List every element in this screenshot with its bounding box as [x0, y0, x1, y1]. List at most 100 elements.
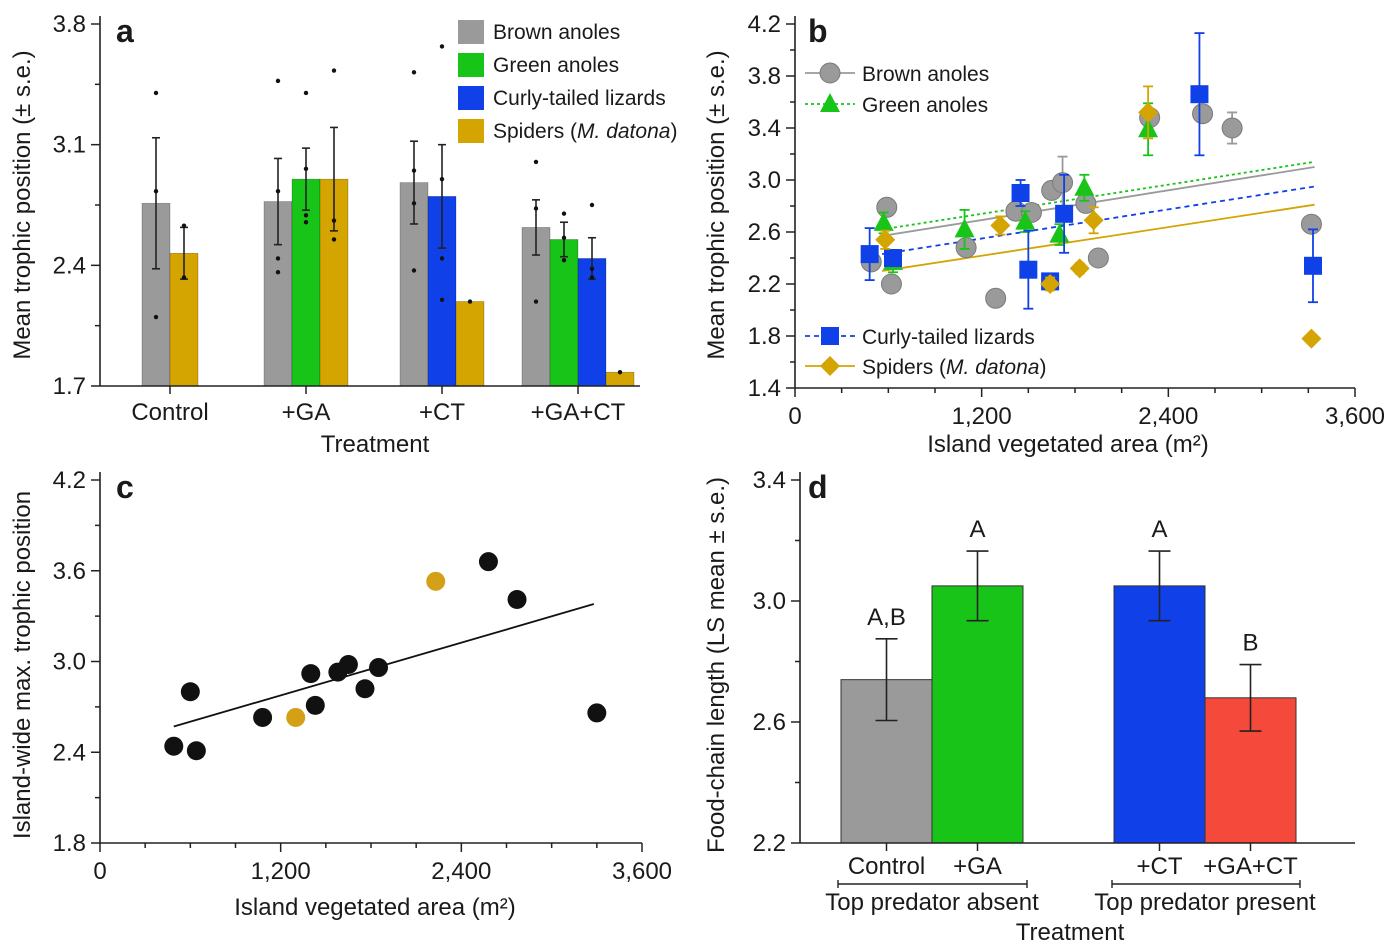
point-circle: [880, 273, 902, 295]
point-circle: [985, 287, 1007, 309]
point-diamond: [1301, 328, 1322, 349]
point-square: [884, 249, 902, 267]
point-diamond: [875, 229, 896, 250]
legend-label-italic: M. datona: [946, 356, 1039, 379]
point-black: [507, 589, 527, 609]
panel-a-bars: [141, 44, 635, 387]
category-label: Control: [131, 399, 208, 426]
legend-label: Spiders (M. datona): [493, 120, 677, 143]
point-gold: [426, 571, 446, 591]
data-dot: [275, 256, 281, 261]
point-square: [1304, 256, 1322, 275]
panel-c: c 1.8 2.4 3.0 3.6 4.2 0 1,200 2,400 3,600 Island…: [9, 467, 672, 921]
legend-label: Curly-tailed lizards: [493, 87, 666, 110]
point-diamond: [1083, 210, 1104, 231]
data-dot: [533, 299, 539, 304]
legend-label: Green anoles: [862, 94, 988, 117]
panel-b-y-tick-label: 3.8: [748, 63, 781, 90]
point-triangle: [954, 218, 975, 238]
data-dot: [589, 266, 595, 271]
panel-b-letter: b: [808, 13, 828, 49]
data-dot: [439, 297, 445, 303]
panel-d-y-tick-label: 2.2: [753, 830, 786, 857]
data-dot: [533, 206, 539, 211]
data-dot: [411, 70, 417, 75]
legend-label-post: ): [670, 120, 677, 143]
panel-b-x-tick-label: 1,200: [952, 403, 1012, 430]
panel-a-xlabel: Treatment: [321, 431, 430, 458]
data-dot: [275, 78, 281, 84]
panel-b-y-tick-label: 3.0: [748, 167, 781, 194]
panel-c-y-tick-label: 1.8: [53, 830, 86, 857]
point-circle: [1300, 213, 1322, 235]
data-dot: [181, 275, 187, 280]
point-diamond: [1069, 258, 1090, 279]
point-black: [369, 658, 389, 678]
point-diamond: [990, 215, 1011, 236]
point-gold: [286, 707, 306, 727]
panel-d-xlabel: Treatment: [1016, 919, 1125, 946]
data-dot: [411, 268, 417, 273]
panel-a-y-tick-label: 2.4: [53, 252, 86, 279]
point-circle: [1052, 172, 1074, 194]
data-dot: [331, 218, 337, 223]
data-dot: [561, 235, 567, 240]
legend-marker: [820, 93, 840, 112]
point-black: [478, 552, 498, 572]
point-triangle: [1015, 210, 1036, 230]
panel-d-bars: A,B A A B: [840, 516, 1297, 844]
data-dot: [331, 237, 337, 242]
panel-b-legend: Brown anoles Green anoles Curly-tailed liz…: [805, 62, 1046, 379]
legend-label-italic: M. datona: [577, 120, 670, 143]
point-square: [860, 245, 879, 264]
data-dot: [533, 159, 539, 165]
panel-b-x-tick-label: 3,600: [1325, 403, 1385, 430]
panel-c-y-tick-label: 3.6: [53, 558, 86, 585]
legend-label: Spiders (M. datona): [862, 356, 1046, 379]
panel-c-points: [164, 552, 607, 761]
panel-a-ylabel: Mean trophic position (± s.e.): [9, 50, 36, 359]
point-circle: [1192, 103, 1214, 125]
legend-label-text: Curly-tailed lizards: [862, 326, 1035, 349]
point-black: [186, 741, 206, 761]
data-dot: [153, 189, 159, 194]
legend-swatch: [458, 53, 484, 77]
panel-a-y-tick-label: 1.7: [53, 373, 86, 400]
point-diamond: [1138, 102, 1159, 123]
data-dot: [275, 270, 281, 275]
legend-label: Curly-tailed lizards: [862, 326, 1035, 349]
significance-letter: A: [1151, 516, 1167, 543]
panel-c-axes: 1.8 2.4 3.0 3.6 4.2 0 1,200 2,400 3,600: [53, 467, 672, 885]
point-circle: [1087, 247, 1109, 269]
data-dot: [275, 189, 281, 194]
legend-label-text: Spiders (: [862, 356, 946, 379]
panel-b-y-tick-label: 3.4: [748, 115, 781, 142]
point-black: [180, 682, 200, 702]
data-dot: [303, 166, 309, 171]
data-dot: [617, 370, 623, 375]
group-label: Top predator present: [1094, 889, 1316, 916]
legend-label: Brown anoles: [862, 63, 989, 86]
panel-b-ylabel: Mean trophic position (± s.e.): [703, 50, 730, 359]
fit-line-brown: [881, 166, 1315, 237]
panel-c-x-tick-label: 1,200: [251, 858, 311, 885]
panel-d-ylabel: Food-chain length (LS mean ± s.e.): [703, 477, 730, 853]
data-dot: [153, 90, 159, 96]
category-label: +GA+CT: [531, 399, 626, 426]
category-label: +GA: [953, 853, 1002, 880]
data-dot: [589, 202, 595, 208]
panel-a-legend: Brown anoles Green anoles Curly-tailed liz…: [458, 20, 677, 143]
panel-d-y-tick-label: 3.0: [753, 588, 786, 615]
category-label: +GA: [282, 399, 331, 426]
data-dot: [303, 220, 309, 225]
panel-c-x-tick-label: 2,400: [431, 858, 491, 885]
legend-marker: [821, 327, 839, 345]
category-label: Control: [848, 853, 925, 880]
point-black: [253, 707, 273, 727]
legend-swatch: [458, 119, 484, 143]
legend-marker: [819, 62, 841, 84]
point-square: [1019, 260, 1038, 279]
panel-a-y-tick-label: 3.1: [53, 132, 86, 159]
